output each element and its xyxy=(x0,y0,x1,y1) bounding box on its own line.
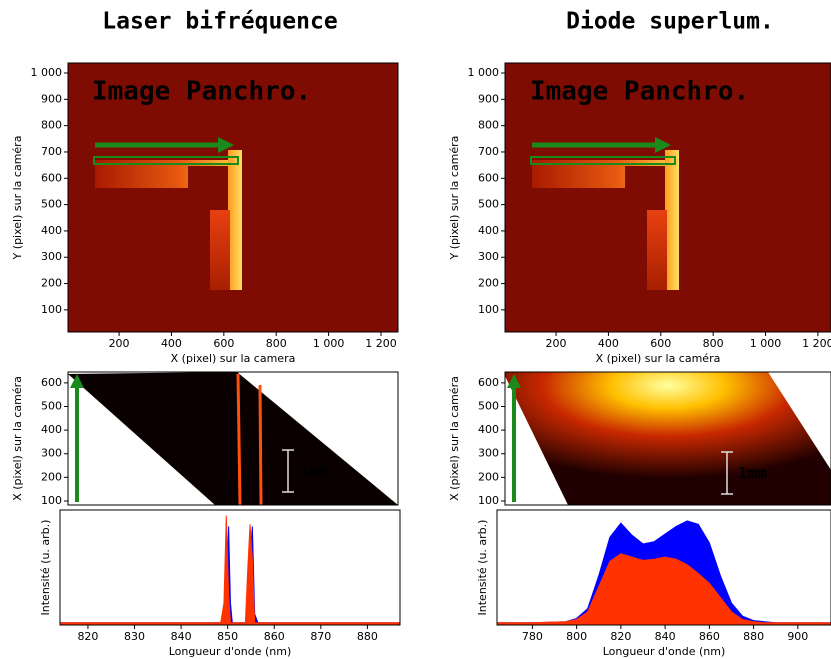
y-tick-label: 300 xyxy=(478,250,499,263)
y-tick-label: 300 xyxy=(41,447,62,460)
panchro-image-left xyxy=(68,63,398,332)
x-tick-label: 860 xyxy=(264,630,285,643)
x-tick-label: 800 xyxy=(566,630,587,643)
x-axis-label: Longueur d'onde (nm) xyxy=(169,645,292,658)
x-tick-label: 870 xyxy=(310,630,331,643)
x-tick-label: 820 xyxy=(77,630,98,643)
x-tick-label: 820 xyxy=(610,630,631,643)
plot-frame xyxy=(496,509,831,626)
plot-frame xyxy=(504,62,831,333)
x-tick-label: 400 xyxy=(161,337,182,350)
x-tick-label: 900 xyxy=(787,630,808,643)
y-axis-label: X (pixel) sur la caméra xyxy=(11,376,24,501)
y-tick-label: 100 xyxy=(478,494,499,507)
spectrum-area xyxy=(496,553,831,626)
x-tick-label: 1 200 xyxy=(365,337,397,350)
x-tick-label: 1 000 xyxy=(313,337,345,350)
x-tick-label: 400 xyxy=(598,337,619,350)
y-tick-label: 800 xyxy=(41,119,62,132)
y-tick-label: 600 xyxy=(478,171,499,184)
x-axis-label: X (pixel) sur la caméra xyxy=(596,352,721,365)
y-tick-label: 900 xyxy=(41,92,62,105)
y-tick-label: 100 xyxy=(41,303,62,316)
column-title: Laser bifréquence xyxy=(102,9,337,35)
spectral-image-left xyxy=(68,372,398,506)
x-tick-label: 860 xyxy=(699,630,720,643)
y-axis-label: Y (pixel) sur la caméra xyxy=(11,136,24,261)
y-tick-label: 200 xyxy=(478,470,499,483)
annotation: Image Panchro. xyxy=(530,77,749,107)
y-axis-label: Y (pixel) sur la caméra xyxy=(448,136,461,261)
annotation: 1mm xyxy=(738,464,767,483)
plot-frame xyxy=(59,509,401,626)
x-tick-label: 780 xyxy=(522,630,543,643)
y-tick-label: 1 000 xyxy=(31,66,63,79)
y-tick-label: 100 xyxy=(478,303,499,316)
spectrum-area xyxy=(59,515,401,626)
y-tick-label: 200 xyxy=(41,277,62,290)
x-tick-label: 880 xyxy=(743,630,764,643)
plot-frame xyxy=(504,371,831,506)
x-tick-label: 800 xyxy=(703,337,724,350)
spectral-image-right xyxy=(505,372,831,505)
y-tick-label: 600 xyxy=(41,376,62,389)
y-tick-label: 200 xyxy=(478,277,499,290)
y-axis-label: Intensité (u. arb.) xyxy=(39,520,52,616)
y-tick-label: 300 xyxy=(41,250,62,263)
y-tick-label: 700 xyxy=(478,145,499,158)
y-tick-label: 600 xyxy=(478,376,499,389)
x-tick-label: 800 xyxy=(266,337,287,350)
y-axis-label: X (pixel) sur la caméra xyxy=(448,376,461,501)
y-axis-label: Intensité (u. arb.) xyxy=(476,520,489,616)
y-tick-label: 500 xyxy=(478,198,499,211)
y-tick-label: 400 xyxy=(478,224,499,237)
plot-frame xyxy=(67,371,399,506)
x-tick-label: 1 200 xyxy=(802,337,831,350)
y-tick-label: 700 xyxy=(41,145,62,158)
y-tick-label: 1 000 xyxy=(468,66,500,79)
annotation: Image Panchro. xyxy=(92,77,311,107)
y-tick-label: 500 xyxy=(478,399,499,412)
y-tick-label: 500 xyxy=(41,399,62,412)
x-axis-label: X (pixel) sur la camera xyxy=(171,352,296,365)
x-tick-label: 1 000 xyxy=(750,337,782,350)
column-title: Diode superlum. xyxy=(566,9,774,35)
x-tick-label: 840 xyxy=(171,630,192,643)
y-tick-label: 400 xyxy=(41,423,62,436)
x-tick-label: 840 xyxy=(655,630,676,643)
x-tick-label: 600 xyxy=(213,337,234,350)
y-tick-label: 600 xyxy=(41,171,62,184)
x-tick-label: 200 xyxy=(109,337,130,350)
annotation: 1mm xyxy=(300,462,329,481)
plot-frame xyxy=(67,62,399,333)
y-tick-label: 400 xyxy=(478,423,499,436)
x-tick-label: 200 xyxy=(546,337,567,350)
y-tick-label: 100 xyxy=(41,494,62,507)
x-tick-label: 830 xyxy=(124,630,145,643)
x-tick-label: 600 xyxy=(650,337,671,350)
y-tick-label: 300 xyxy=(478,447,499,460)
y-tick-label: 200 xyxy=(41,470,62,483)
x-axis-label: Longueur d'onde (nm) xyxy=(603,645,726,658)
y-tick-label: 900 xyxy=(478,92,499,105)
x-tick-label: 880 xyxy=(357,630,378,643)
panchro-image-right xyxy=(505,63,831,332)
x-tick-label: 850 xyxy=(217,630,238,643)
y-tick-label: 500 xyxy=(41,198,62,211)
y-tick-label: 800 xyxy=(478,119,499,132)
y-tick-label: 400 xyxy=(41,224,62,237)
